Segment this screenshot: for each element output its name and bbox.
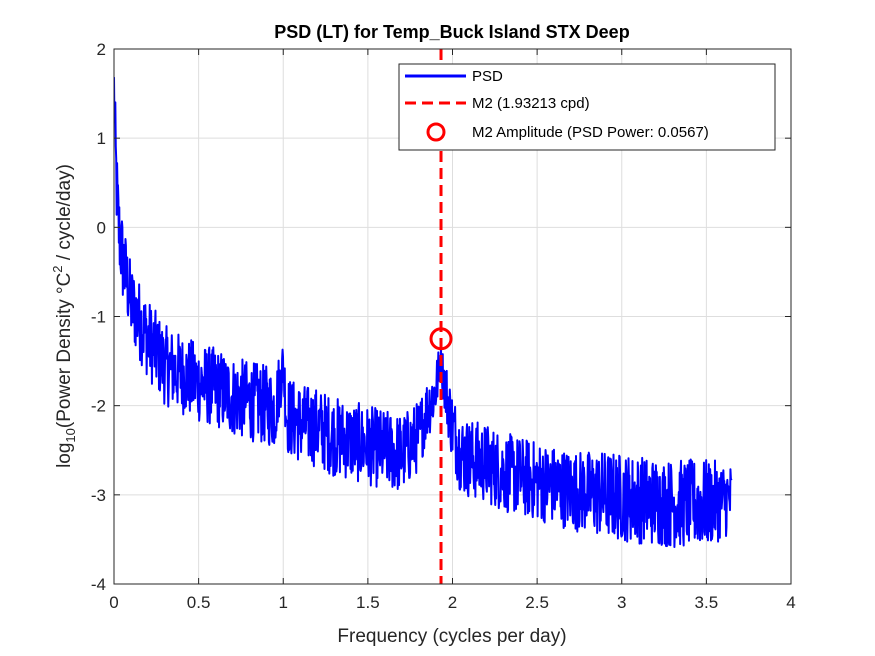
- y-label-middle: (Power Density °C: [54, 273, 75, 428]
- x-tick-label: 4: [786, 593, 795, 612]
- y-axis-label: log10(Power Density °C2 / cycle/day): [50, 164, 78, 468]
- x-axis-ticks: 0 0.5 1 1.5 2 2.5 3 3.5 4: [109, 49, 796, 612]
- x-tick-label: 3: [617, 593, 626, 612]
- y-tick-label: -3: [91, 486, 106, 505]
- x-tick-label: 3.5: [695, 593, 719, 612]
- legend-m2-amp-swatch: [426, 122, 446, 142]
- y-axis-ticks: -4 -3 -2 -1 0 1 2: [91, 40, 791, 594]
- y-tick-label: -1: [91, 308, 106, 327]
- y-tick-label: 2: [97, 40, 106, 59]
- psd-series-line: [114, 77, 733, 549]
- y-label-subscript: 10: [63, 428, 78, 442]
- legend-psd-label: PSD: [472, 68, 503, 85]
- x-tick-label: 1: [279, 593, 288, 612]
- y-tick-label: -4: [91, 575, 106, 594]
- y-tick-label: 0: [97, 218, 106, 237]
- y-tick-label: -2: [91, 397, 106, 416]
- m2-amplitude-marker: [429, 327, 453, 351]
- legend-m2-amp-label: M2 Amplitude (PSD Power: 0.0567): [472, 124, 709, 141]
- x-axis-label: Frequency (cycles per day): [337, 626, 566, 647]
- y-label-prefix: log: [54, 443, 75, 468]
- legend-m2-label: M2 (1.93213 cpd): [472, 95, 590, 112]
- legend: PSD M2 (1.93213 cpd) M2 Amplitude (PSD P…: [398, 63, 776, 151]
- y-tick-label: 1: [97, 129, 106, 148]
- x-tick-label: 0.5: [187, 593, 211, 612]
- y-label-suffix: / cycle/day): [54, 164, 75, 265]
- chart-title: PSD (LT) for Temp_Buck Island STX Deep: [274, 22, 629, 42]
- y-label-superscript: 2: [50, 265, 65, 272]
- x-tick-label: 2: [448, 593, 457, 612]
- x-tick-label: 2.5: [525, 593, 549, 612]
- legend-box: [398, 63, 776, 151]
- x-tick-label: 1.5: [356, 593, 380, 612]
- x-tick-label: 0: [109, 593, 118, 612]
